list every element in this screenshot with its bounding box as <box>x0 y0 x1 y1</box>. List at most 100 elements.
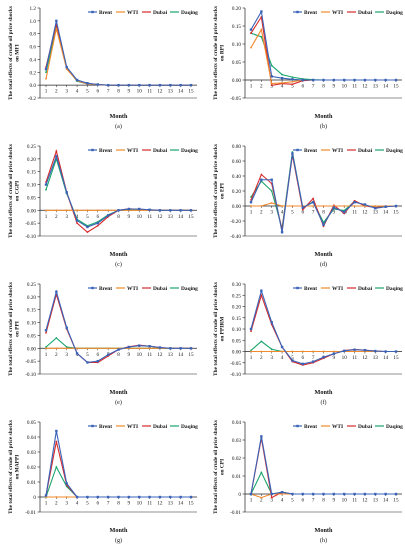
y-tick-label: 0.2 <box>30 70 37 76</box>
point-brent <box>189 209 193 212</box>
point-wti <box>96 347 99 350</box>
point-wti <box>96 209 99 212</box>
point-wti <box>86 209 89 212</box>
x-tick-label: 4 <box>281 84 284 90</box>
chart-panel-3: -0.10-0.050.000.050.100.150.200.251 2 3 4 5 6… <box>8 144 198 268</box>
x-tick-label: 6 <box>96 501 99 507</box>
x-tick-label: 10 <box>342 355 348 361</box>
point-wti <box>76 347 78 350</box>
x-tick-label: 1 <box>45 89 48 95</box>
legend-label-brent: Brent <box>99 286 112 292</box>
x-tick-label: 14 <box>383 355 389 361</box>
y-axis-title: The total effects of crude oil price sho… <box>8 420 21 514</box>
y-tick-label: 0.25 <box>27 282 36 288</box>
y-tick-label: 0.00 <box>27 346 36 352</box>
legend-label-wti: WTI <box>127 10 138 16</box>
point-daqing <box>260 340 263 343</box>
point-wti <box>65 496 68 498</box>
point-brent <box>55 155 58 158</box>
point-wti <box>250 46 252 49</box>
series-line-dubai <box>45 441 191 498</box>
point-brent <box>158 209 162 212</box>
x-tick-label: 12 <box>362 210 368 216</box>
y-tick-label: 0.20 <box>232 189 241 195</box>
chart-panel-6: -0.10-0.050.000.050.100.150.200.250.301 2… <box>213 282 403 406</box>
series-line-brent <box>45 20 191 86</box>
point-wti <box>312 205 315 207</box>
x-tick-label: 1 <box>250 355 253 361</box>
x-axis-title: Month <box>315 251 333 258</box>
x-tick-label: 6 <box>96 352 99 358</box>
point-wti <box>45 209 47 212</box>
point-daqing <box>270 64 273 67</box>
y-tick-label: 0.80 <box>232 144 241 150</box>
legend-label-dubai: Dubai <box>153 148 168 154</box>
point-brent <box>311 201 315 204</box>
point-brent <box>384 205 387 208</box>
point-brent <box>363 348 367 352</box>
point-dubai <box>270 84 273 87</box>
x-tick-label: 2 <box>55 89 58 95</box>
point-wti <box>301 350 304 353</box>
x-tick-label: 5 <box>291 498 294 504</box>
point-wti <box>55 27 58 30</box>
point-brent <box>158 83 162 87</box>
point-wti <box>374 205 377 207</box>
x-tick-label: 9 <box>128 352 131 358</box>
point-wti <box>86 347 89 350</box>
point-brent <box>148 83 151 87</box>
point-brent <box>322 78 325 82</box>
y-tick-label: 0.00 <box>232 350 241 356</box>
y-tick-label: 0.01 <box>232 474 241 480</box>
point-daqing <box>270 190 273 192</box>
y-axis-title: The total effects of crude oil price sho… <box>8 6 21 100</box>
x-tick-label: 11 <box>147 352 152 358</box>
y-tick-label: 0.02 <box>27 465 36 471</box>
x-tick-label: 15 <box>188 214 194 220</box>
x-tick-label: 13 <box>373 355 379 361</box>
y-axis-title: The total effects of crude oil price sho… <box>213 144 226 238</box>
y-tick-label: 0.6 <box>30 45 37 51</box>
point-brent <box>301 206 304 209</box>
x-tick-label: 13 <box>168 214 174 220</box>
x-tick-label: 3 <box>270 210 273 216</box>
chart-panel-5: -0.10-0.050.000.050.100.150.200.251 2 3 4 5 6… <box>8 282 198 406</box>
x-tick-label: 11 <box>352 210 357 216</box>
point-wti <box>55 347 58 350</box>
point-brent <box>148 495 151 499</box>
point-brent <box>169 83 172 87</box>
point-wti <box>260 496 263 499</box>
y-tick-label: -0.10 <box>25 372 36 378</box>
legend-marker-brent <box>296 10 299 14</box>
x-tick-label: 2 <box>260 210 263 216</box>
point-dubai <box>250 32 252 35</box>
point-brent <box>106 353 110 356</box>
y-axis-title-line-1: The total effects of crude oil price sho… <box>8 144 14 238</box>
series-line-daqing <box>45 465 191 498</box>
x-tick-label: 15 <box>393 355 399 361</box>
point-wti <box>45 77 47 80</box>
legend-label-daqing: Daqing <box>181 424 198 430</box>
point-brent <box>249 201 253 204</box>
x-tick-label: 12 <box>157 352 163 358</box>
point-brent <box>96 83 99 86</box>
point-wti <box>55 209 58 212</box>
series-line-dubai <box>250 15 396 87</box>
point-brent <box>260 289 263 292</box>
x-tick-label: 5 <box>86 501 89 507</box>
y-tick-label: -0.05 <box>230 361 241 367</box>
y-tick-label: -0.40 <box>230 234 241 240</box>
y-axis-title-line-2: on EPI <box>220 183 226 199</box>
point-brent <box>189 495 193 499</box>
point-brent <box>44 67 48 71</box>
y-axis-title: The total effects of crude oil price sho… <box>213 420 226 514</box>
x-axis-title: Month <box>110 389 128 396</box>
x-tick-label: 4 <box>281 355 284 361</box>
series-line-brent <box>250 9 396 81</box>
legend-label-daqing: Daqing <box>181 10 198 16</box>
point-brent <box>148 345 151 348</box>
panel-label: (h) <box>320 537 327 544</box>
point-brent <box>96 359 99 363</box>
x-tick-label: 15 <box>393 84 399 90</box>
